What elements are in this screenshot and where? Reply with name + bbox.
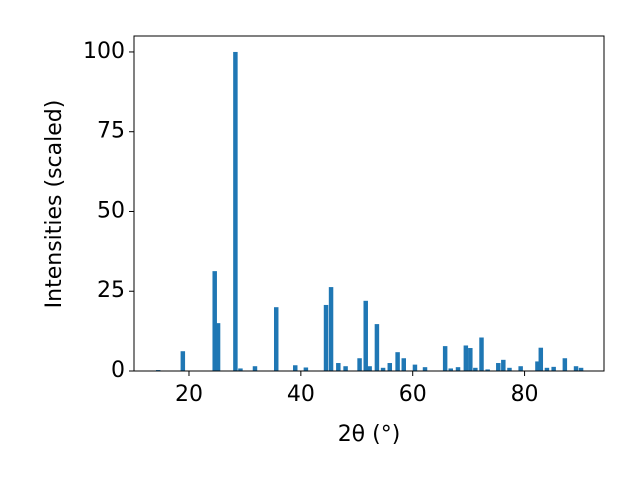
bar [233,51,238,371]
bar [485,369,490,371]
y-tick-label: 100 [83,39,125,64]
bar [238,368,243,371]
bar [293,365,298,371]
bar [468,348,473,371]
bar [328,287,334,371]
bar [212,271,217,371]
x-tick-label: 20 [175,382,203,407]
x-tick-label: 80 [511,382,539,407]
bar [455,367,461,371]
bar [463,345,469,371]
y-axis-label: Intensities (scaled) [42,100,67,309]
bar [496,363,501,371]
bar [479,337,484,371]
x-tick-label: 60 [399,382,427,407]
bar [367,366,372,371]
bar [473,367,478,371]
plot-frame [133,35,605,372]
bar [395,352,400,371]
y-tick-label: 75 [97,119,125,144]
y-tick-label: 0 [111,358,125,383]
y-tick-label: 25 [97,278,125,303]
bar [374,324,380,371]
bar [273,307,279,371]
bar [215,323,221,371]
bar [180,351,186,371]
bar [562,358,568,371]
bar [343,366,348,371]
bar [357,358,362,371]
bar [422,367,428,371]
bar [501,359,506,371]
x-tick-label: 40 [287,382,315,407]
bar [380,367,386,371]
bar [387,363,393,371]
bar [303,367,309,371]
bar [544,367,550,371]
bar [363,300,368,371]
bar [535,361,540,371]
bar [442,346,448,371]
bar [573,366,579,371]
bar [252,366,258,371]
bar [507,367,512,371]
bar [412,364,418,371]
bar [448,368,453,371]
bar [551,366,556,371]
y-tick-label: 50 [97,198,125,223]
bar [401,358,406,371]
bar [578,367,584,371]
bar [518,366,523,371]
bar [323,304,329,371]
x-axis-label: 2θ (°) [338,422,401,447]
bar [336,363,341,371]
bar [538,347,544,371]
